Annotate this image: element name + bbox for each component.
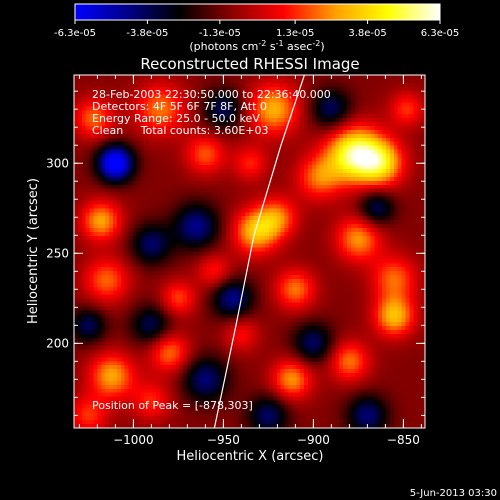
footer-date: 5-Jun-2013 03:30 (410, 488, 497, 499)
colorbar-tick-label: -3.8e-05 (126, 28, 168, 39)
x-tick-label: −850 (387, 433, 420, 447)
axis-ticks: −1000 −950 −900 −850 200 250 300 (46, 75, 425, 447)
colorbar-units: (photons cm-2 s-1 asec-2) (189, 39, 324, 53)
y-tick-label: 300 (46, 156, 69, 170)
colorbar-tick-label: 1.3e-05 (276, 28, 314, 39)
clean-counts-label: Clean Total counts: 3.60E+03 (92, 124, 269, 137)
time-range-label: 28-Feb-2003 22:30:50.000 to 22:36:40.000 (92, 88, 331, 101)
detectors-label: Detectors: 4F 5F 6F 7F 8F, Att 0 (92, 100, 267, 113)
x-tick-label: −950 (207, 433, 240, 447)
colorbar (74, 3, 441, 21)
colorbar-tick-label: 3.8e-05 (348, 28, 386, 39)
y-tick-label: 200 (46, 336, 69, 350)
x-tick-label: −900 (297, 433, 330, 447)
chart-title: Reconstructed RHESSI Image (140, 55, 359, 73)
peak-position-label: Position of Peak = [-878,303] (92, 399, 253, 412)
x-axis-label: Heliocentric X (arcsec) (177, 449, 324, 464)
y-axis-label: Heliocentric Y (arcsec) (26, 178, 41, 324)
heatmap-image (74, 75, 425, 428)
solar-limb-line (213, 75, 305, 428)
x-tick-label: −1000 (113, 433, 154, 447)
energy-range-label: Energy Range: 25.0 - 50.0 keV (92, 112, 260, 125)
colorbar-tick-label: -6.3e-05 (54, 28, 96, 39)
colorbar-tick-label: -1.3e-05 (199, 28, 241, 39)
colorbar-ticks: -6.3e-05 -3.8e-05 -1.3e-05 1.3e-05 3.8e-05 6.… (54, 20, 459, 39)
plot-frame (73, 74, 426, 429)
y-tick-label: 250 (46, 246, 69, 260)
colorbar-tick-label: 6.3e-05 (421, 28, 459, 39)
